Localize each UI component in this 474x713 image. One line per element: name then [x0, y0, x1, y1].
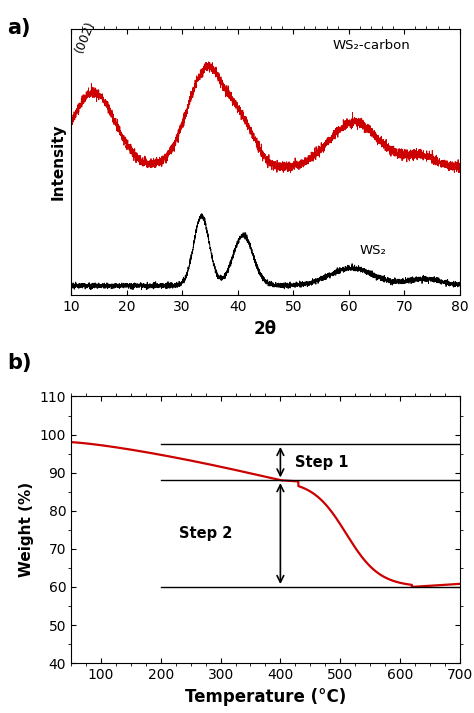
Text: b): b) [7, 353, 32, 373]
Text: WS₂-carbon: WS₂-carbon [332, 39, 410, 51]
Y-axis label: Intensity: Intensity [51, 123, 65, 200]
Text: Step 2: Step 2 [179, 526, 232, 541]
Y-axis label: Weight (%): Weight (%) [19, 482, 34, 578]
Text: a): a) [7, 18, 31, 38]
X-axis label: Temperature (°C): Temperature (°C) [185, 687, 346, 705]
X-axis label: 2θ: 2θ [254, 319, 277, 337]
Text: Step 1: Step 1 [295, 455, 349, 470]
Text: WS₂: WS₂ [360, 245, 387, 257]
Text: (002): (002) [73, 19, 97, 54]
